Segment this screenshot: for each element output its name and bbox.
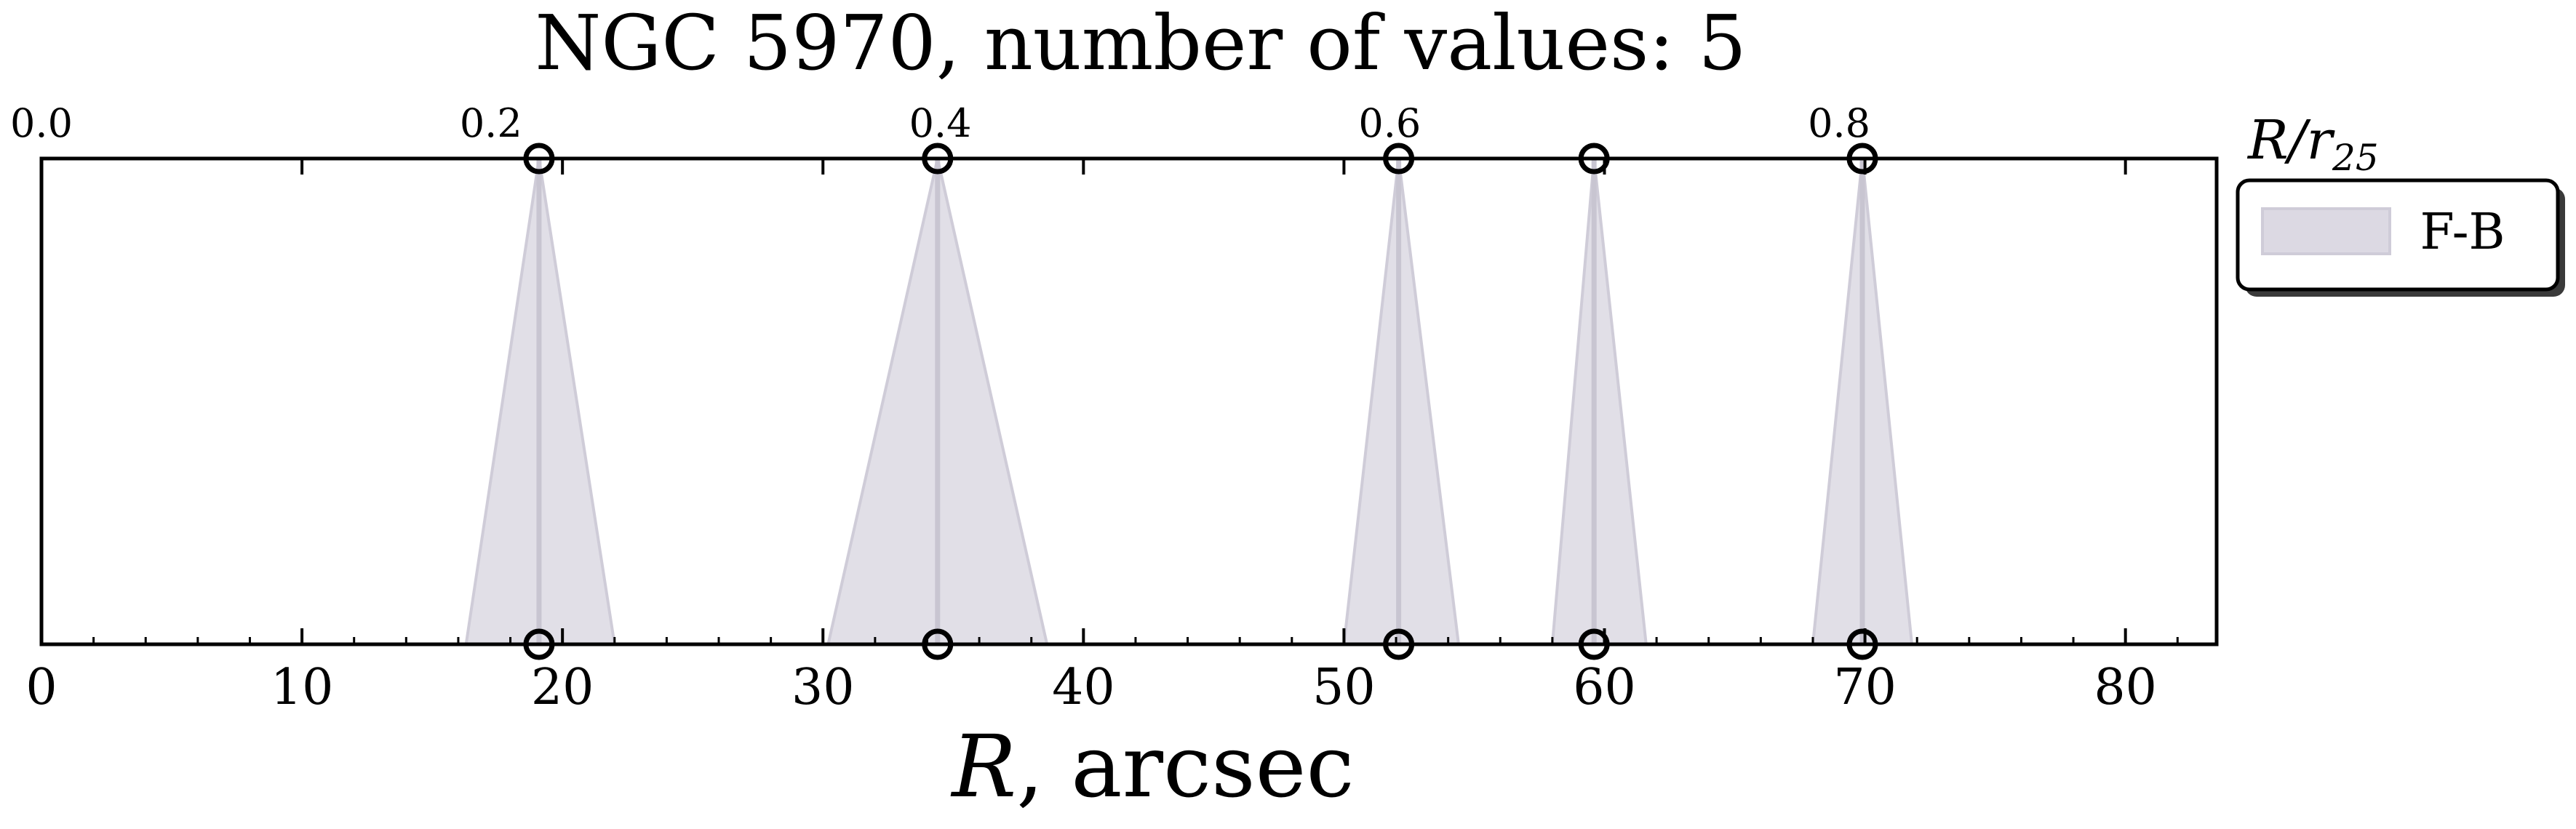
x-tick-label: 0 (25, 659, 57, 716)
top-x-tick-label: 0.4 (909, 100, 972, 146)
top-x-tick-label: 0.8 (1808, 100, 1870, 146)
x-axis-label: R, arcsec (950, 716, 1354, 817)
top-x-tick-label: 0.2 (460, 100, 522, 146)
x-tick-label: 70 (1833, 659, 1897, 716)
x-tick-label: 20 (531, 659, 594, 716)
x-axis-label-unit: , arcsec (1016, 716, 1354, 817)
plot-frame (39, 156, 2219, 646)
x-tick-label: 40 (1052, 659, 1115, 716)
x-axis-label-symbol: R (950, 716, 1016, 817)
x-tick-label: 30 (791, 659, 855, 716)
legend-swatch (2261, 207, 2391, 255)
band-4 (1550, 157, 1648, 646)
legend-entry-label: F-B (2420, 204, 2505, 261)
x-tick-label: 60 (1573, 659, 1636, 716)
top-axis-label: R/r25 (2246, 109, 2379, 179)
ticks-layer: 0 10 20 30 40 50 60 70 80 0.0 0.2 0.4 0.6 0.8 (10, 100, 2179, 716)
legend: F-B (2236, 178, 2565, 297)
top-x-tick-label: 0.6 (1358, 100, 1421, 146)
bands-layer (464, 143, 1914, 660)
chart-title: NGC 5970, number of values: 5 (535, 0, 1746, 87)
x-tick-label: 50 (1312, 659, 1376, 716)
band-3 (1342, 157, 1460, 646)
x-tick-label: 10 (271, 659, 334, 716)
top-axis-label-subscript: 25 (2332, 137, 2379, 179)
top-x-tick-label: 0.0 (10, 100, 73, 146)
top-axis-label-symbol: R/r (2246, 109, 2336, 172)
x-tick-label: 80 (2094, 659, 2157, 716)
